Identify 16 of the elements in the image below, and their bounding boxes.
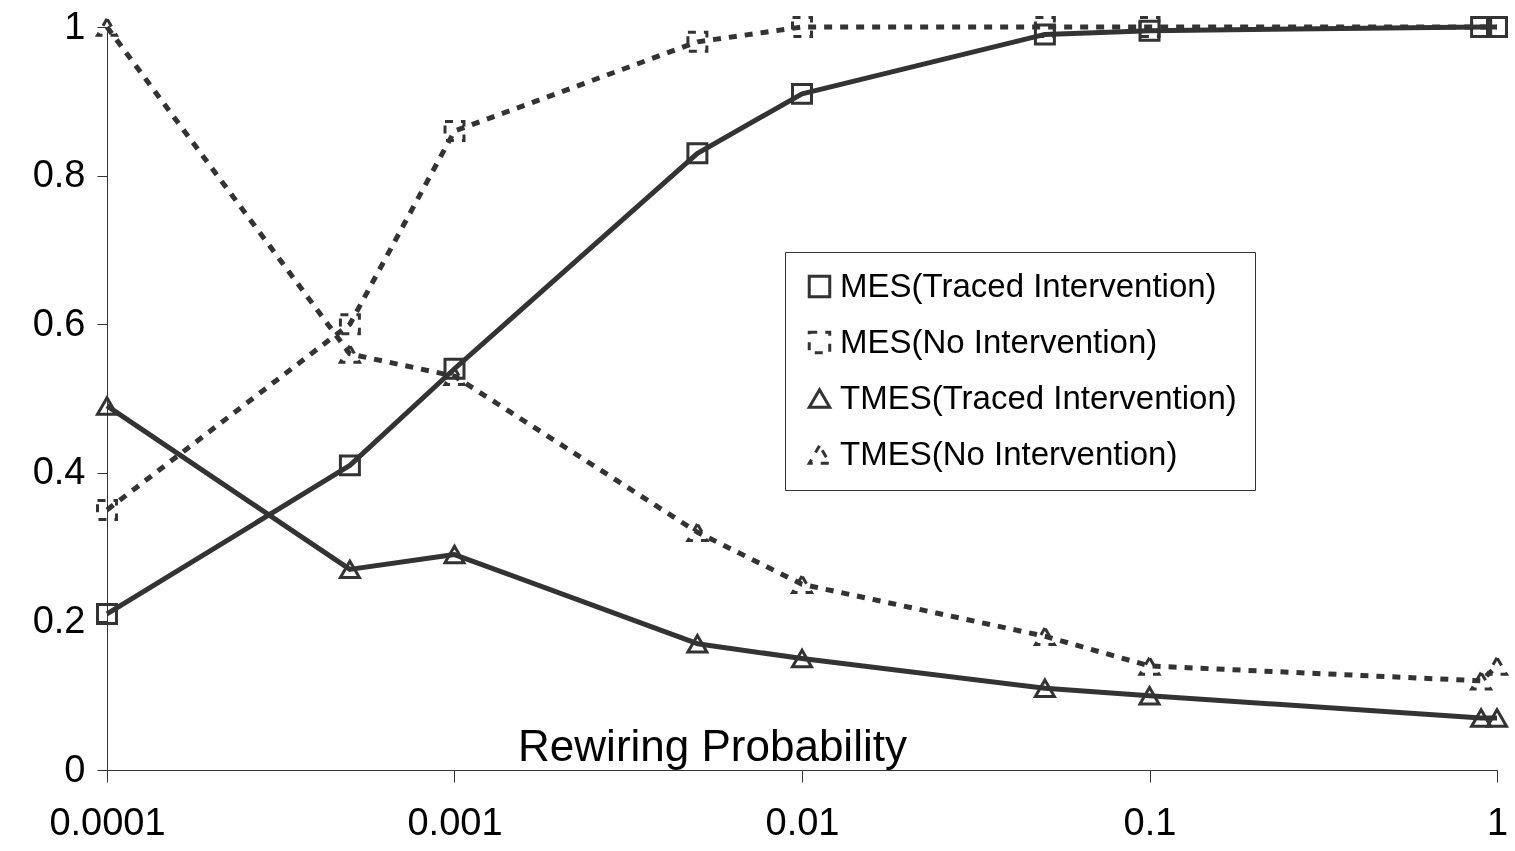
legend-label: TMES(Traced Intervention)	[840, 378, 1237, 416]
y-tick-label: 0.2	[32, 598, 86, 641]
y-tick-label: 0.4	[32, 450, 86, 493]
legend-label: MES(Traced Intervention)	[840, 266, 1217, 304]
x-tick-label: 0.0001	[49, 800, 166, 843]
x-axis-title: Rewiring Probability	[518, 720, 907, 770]
y-tick-label: 1	[64, 4, 86, 47]
x-tick-label: 1	[1486, 800, 1509, 843]
y-tick-label: 0	[64, 747, 86, 790]
x-tick-label: 0.1	[1123, 800, 1177, 843]
y-tick-label: 0.6	[32, 301, 86, 344]
x-tick-label: 0.001	[407, 800, 503, 843]
legend-label: MES(No Intervention)	[840, 322, 1158, 360]
y-tick-label: 0.8	[32, 153, 86, 196]
legend-label: TMES(No Intervention)	[840, 434, 1178, 472]
x-tick-label: 0.01	[765, 800, 840, 843]
